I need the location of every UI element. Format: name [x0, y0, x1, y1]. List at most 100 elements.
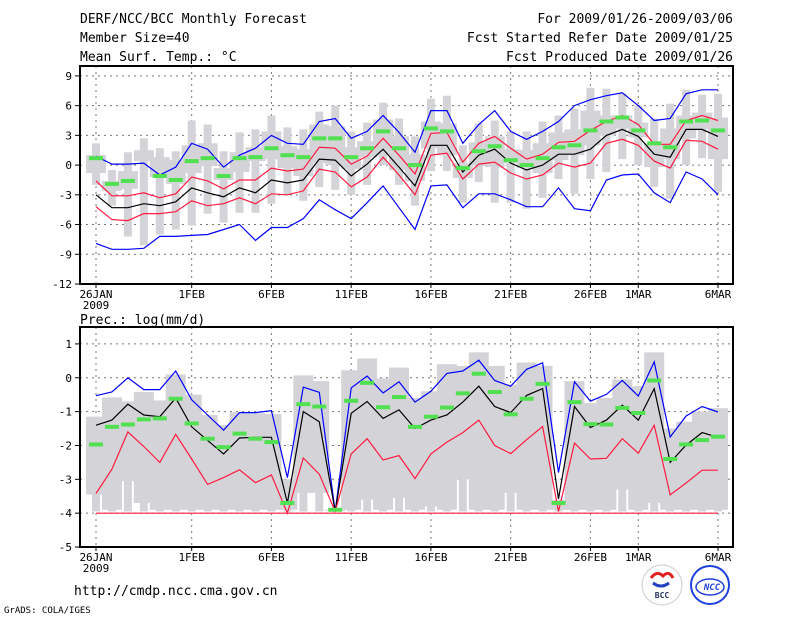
observed-marker — [136, 417, 151, 422]
observed-marker — [312, 404, 327, 409]
observed-marker — [104, 424, 119, 429]
y-tick-label: -2 — [59, 439, 72, 452]
observed-marker — [615, 115, 630, 120]
observed-marker — [248, 436, 263, 441]
observed-marker — [200, 436, 215, 441]
observed-marker — [376, 129, 391, 134]
ensemble-box — [389, 367, 410, 498]
forecast-start-date: Fcst Started Refer Date 2009/01/25 — [467, 31, 733, 46]
observed-marker — [232, 431, 247, 436]
observed-marker — [519, 396, 534, 401]
x-tick-label: 6MAR — [705, 288, 732, 301]
x-tick-label: 26FEB — [574, 288, 607, 301]
ensemble-box — [484, 136, 505, 168]
x-tick-label: 6MAR — [705, 551, 732, 564]
observed-marker — [248, 155, 263, 160]
y-tick-label: 0 — [65, 159, 72, 172]
observed-marker — [89, 156, 103, 161]
ensemble-box — [149, 400, 170, 510]
observed-marker — [551, 145, 566, 150]
observed-marker — [599, 119, 614, 124]
y-tick-label: -12 — [52, 278, 72, 291]
ensemble-box — [341, 370, 362, 510]
observed-marker — [535, 381, 550, 386]
x-tick-label: 1MAR — [625, 288, 652, 301]
x-tick-label: 6FEB — [258, 551, 285, 564]
series-upper-line — [95, 114, 719, 199]
observed-marker — [535, 156, 550, 161]
series-max-line — [95, 359, 719, 512]
observed-marker — [407, 424, 422, 429]
observed-marker — [631, 128, 646, 133]
forecast-produced-date: Fcst Produced Date 2009/01/26 — [506, 50, 733, 65]
observed-marker — [264, 440, 279, 445]
ensemble-box — [436, 364, 457, 510]
x-tick-label: 16FEB — [414, 288, 447, 301]
ensemble-box — [309, 381, 330, 493]
y-tick-label: -6 — [59, 219, 72, 232]
observed-marker — [168, 177, 183, 182]
ensemble-box — [484, 365, 505, 510]
observed-marker — [599, 422, 614, 427]
observed-marker — [663, 145, 678, 150]
observed-marker — [344, 155, 359, 160]
observed-marker — [296, 402, 311, 407]
ensemble-range-bar — [139, 138, 148, 246]
ensemble-box — [229, 412, 250, 510]
bcc-logo: BCC — [641, 564, 683, 606]
observed-marker — [376, 405, 391, 410]
y-tick-label: 9 — [65, 70, 72, 83]
observed-marker — [567, 143, 582, 148]
observed-marker — [567, 400, 582, 405]
ensemble-box — [436, 123, 457, 156]
y-tick-label: -3 — [59, 473, 72, 486]
ensemble-box — [357, 358, 378, 500]
observed-marker — [679, 442, 694, 447]
observed-marker — [344, 398, 359, 403]
observed-marker — [615, 405, 630, 410]
ensemble-box — [708, 117, 728, 160]
variable-label: Mean Surf. Temp.: °C — [80, 50, 237, 65]
plot-frame — [79, 326, 734, 548]
observed-marker — [471, 149, 486, 154]
ensemble-range-bar — [235, 132, 244, 213]
observed-marker — [695, 118, 710, 123]
observed-marker — [471, 371, 486, 376]
y-tick-label: 3 — [65, 129, 72, 142]
observed-marker — [328, 507, 343, 512]
observed-marker — [439, 405, 454, 410]
ensemble-box — [660, 428, 681, 510]
observed-marker — [487, 389, 502, 394]
observed-marker — [280, 501, 295, 505]
ncc-logo-text: NCC — [703, 583, 721, 593]
observed-marker — [216, 173, 231, 178]
ncc-logo: NCC — [690, 565, 730, 605]
observed-marker — [583, 422, 598, 427]
ensemble-box — [468, 142, 489, 166]
grads-credit: GrADS: COLA/IGES — [4, 606, 91, 616]
ensemble-box — [373, 119, 394, 156]
ensemble-box — [580, 110, 601, 146]
observed-marker — [455, 391, 470, 396]
observed-marker — [407, 163, 422, 168]
ensemble-box — [708, 408, 728, 510]
ensemble-range-bar — [123, 152, 132, 237]
observed-marker — [503, 412, 518, 417]
observed-marker — [583, 128, 598, 133]
y-tick-label: 1 — [65, 338, 72, 351]
observed-marker — [184, 421, 199, 426]
observed-marker — [168, 396, 183, 401]
x-tick-label: 26FEB — [574, 551, 607, 564]
ensemble-box — [117, 401, 138, 481]
x-tick-label: 21FEB — [494, 551, 527, 564]
observed-marker — [296, 155, 311, 160]
source-url[interactable]: http://cmdp.ncc.cma.gov.cn — [74, 584, 278, 599]
observed-marker — [360, 380, 375, 385]
forecast-period: For 2009/01/26-2009/03/06 — [537, 12, 733, 27]
ensemble-range-bar — [155, 148, 164, 235]
member-size: Member Size=40 — [80, 31, 190, 46]
ensemble-range-bar — [506, 131, 515, 203]
